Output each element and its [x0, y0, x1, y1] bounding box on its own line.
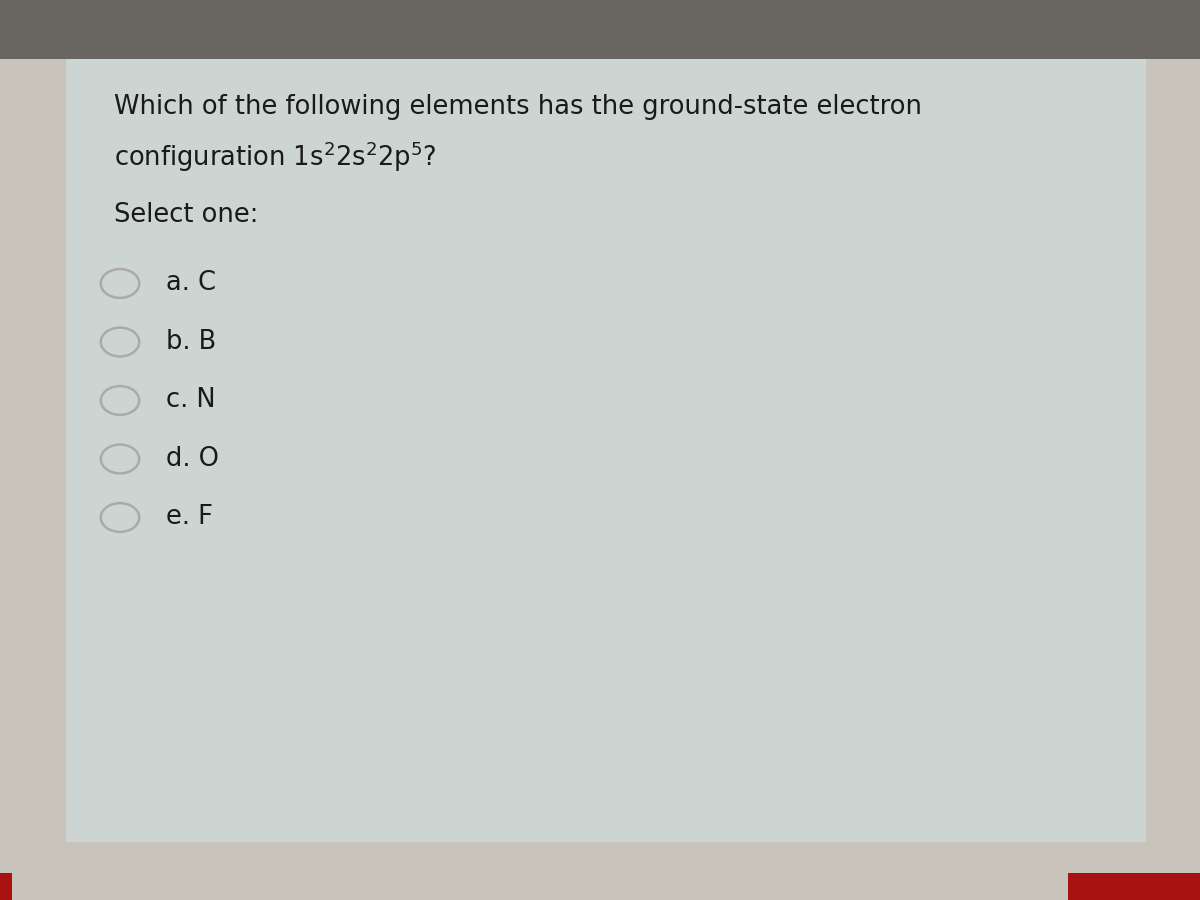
Text: Select one:: Select one:	[114, 202, 258, 229]
Circle shape	[101, 503, 139, 532]
FancyBboxPatch shape	[1068, 873, 1200, 900]
Text: a. C: a. C	[166, 271, 216, 296]
Text: d. O: d. O	[166, 446, 218, 472]
FancyBboxPatch shape	[0, 873, 12, 900]
FancyBboxPatch shape	[0, 0, 1200, 58]
Circle shape	[101, 386, 139, 415]
Text: Which of the following elements has the ground-state electron: Which of the following elements has the …	[114, 94, 922, 121]
FancyBboxPatch shape	[66, 58, 1146, 842]
Text: b. B: b. B	[166, 329, 216, 355]
Text: e. F: e. F	[166, 505, 212, 530]
Text: configuration 1s$^2$2s$^2$2p$^5$?: configuration 1s$^2$2s$^2$2p$^5$?	[114, 140, 437, 174]
Text: c. N: c. N	[166, 388, 215, 413]
Circle shape	[101, 328, 139, 356]
Circle shape	[101, 445, 139, 473]
Circle shape	[101, 269, 139, 298]
